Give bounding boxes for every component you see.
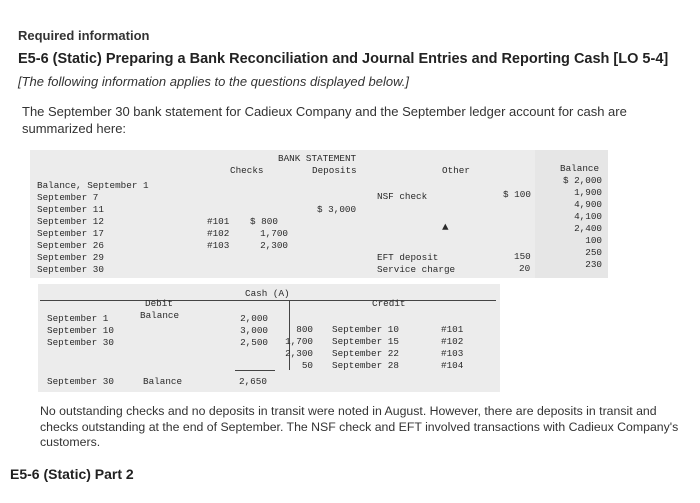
cursor-icon: ▲ <box>442 222 449 234</box>
credit-date: September 22 <box>332 348 399 359</box>
bank-date-column: Balance, September 1 September 7 Septemb… <box>37 180 149 276</box>
balance-value: 100 <box>585 235 602 246</box>
credit-amount-column: 800 1,700 2,300 50 <box>283 324 313 372</box>
bank-date: September 29 <box>37 252 104 263</box>
balance-value: 1,900 <box>574 187 602 198</box>
debit-balance-header: Balance <box>140 310 180 321</box>
eft-amount: 150 <box>514 251 531 262</box>
ending-date: September 30 <box>47 376 114 387</box>
ending-balance-amount: 2,650 <box>239 376 267 387</box>
balance-column: $ 2,000 1,900 4,900 4,100 2,400 100 250 … <box>550 175 602 271</box>
checks-header: Checks <box>230 165 264 176</box>
cash-account-title: Cash (A) <box>245 288 290 299</box>
check-number: #103 <box>207 240 230 251</box>
credit-ref: #101 <box>441 324 464 335</box>
debit-date: September 10 <box>47 325 114 336</box>
bank-date: September 12 <box>37 216 104 227</box>
check-number-column: #101 #102 #103 <box>207 216 229 252</box>
balance-header: Balance <box>560 163 600 174</box>
check-amount-column: $ 800 1,700 2,300 <box>250 216 288 252</box>
debit-amount-column: 2,000 3,000 2,500 <box>238 313 268 349</box>
debit-date: September 30 <box>47 337 114 348</box>
credit-date-column: September 10 September 15 September 22 S… <box>332 324 399 372</box>
deposit-amount: $ 3,000 <box>317 204 357 215</box>
credit-amount: 800 <box>296 324 313 335</box>
check-number: #101 <box>207 216 230 227</box>
credit-ref: #103 <box>441 348 464 359</box>
debit-header: Debit <box>145 298 173 309</box>
credit-date: September 28 <box>332 360 399 371</box>
t-account-top-rule <box>40 300 496 301</box>
deposits-header: Deposits <box>312 165 357 176</box>
intro-paragraph: The September 30 bank statement for Cadi… <box>22 104 627 136</box>
nsf-check-label: NSF check <box>377 191 428 202</box>
debit-amount: 3,000 <box>240 325 268 336</box>
check-amount: $ 800 <box>250 216 278 227</box>
check-amount: 2,300 <box>260 240 288 251</box>
credit-ref: #104 <box>441 360 464 371</box>
problem-title: E5-6 (Static) Preparing a Bank Reconcili… <box>18 51 669 67</box>
t-account-total-rule <box>235 370 275 371</box>
eft-deposit-label: EFT deposit <box>377 252 439 263</box>
credit-ref-column: #101 #102 #103 #104 <box>441 324 463 372</box>
credit-amount: 1,700 <box>285 336 313 347</box>
bank-date: September 17 <box>37 228 104 239</box>
nsf-check-amount: $ 100 <box>503 189 531 200</box>
bank-statement-title: BANK STATEMENT <box>278 153 357 164</box>
other-header: Other <box>442 165 470 176</box>
instruction-note: [The following information applies to th… <box>18 74 409 89</box>
credit-date: September 15 <box>332 336 399 347</box>
service-charge-label: Service charge <box>377 264 456 275</box>
service-charge-amount: 20 <box>519 263 531 274</box>
credit-amount: 50 <box>301 360 313 371</box>
t-account-center-rule <box>289 300 290 370</box>
credit-date: September 10 <box>332 324 399 335</box>
bank-date: September 11 <box>37 204 104 215</box>
debit-date-column: September 1 September 10 September 30 <box>47 313 114 349</box>
debit-amount: 2,000 <box>240 313 268 324</box>
balance-value: 250 <box>585 247 602 258</box>
required-information-heading: Required information <box>18 28 150 43</box>
additional-information: No outstanding checks and no deposits in… <box>40 404 679 449</box>
balance-value: $ 2,000 <box>562 175 602 186</box>
bank-date: September 30 <box>37 264 104 275</box>
balance-value: 4,900 <box>574 199 602 210</box>
balance-value: 4,100 <box>574 211 602 222</box>
part-heading: E5-6 (Static) Part 2 <box>10 466 134 482</box>
bank-date: Balance, September 1 <box>37 180 149 191</box>
check-number: #102 <box>207 228 230 239</box>
credit-amount: 2,300 <box>285 348 313 359</box>
debit-amount: 2,500 <box>240 337 268 348</box>
balance-column-panel <box>535 150 608 278</box>
debit-date: September 1 <box>47 313 109 324</box>
credit-ref: #102 <box>441 336 464 347</box>
balance-value: 230 <box>585 259 602 270</box>
bank-date: September 7 <box>37 192 99 203</box>
bank-date: September 26 <box>37 240 104 251</box>
ending-balance-label: Balance <box>143 376 183 387</box>
balance-value: 2,400 <box>574 223 602 234</box>
bank-statement-panel <box>30 150 608 278</box>
cash-ledger-panel <box>38 284 500 392</box>
check-amount: 1,700 <box>260 228 288 239</box>
credit-header: Credit <box>372 298 406 309</box>
